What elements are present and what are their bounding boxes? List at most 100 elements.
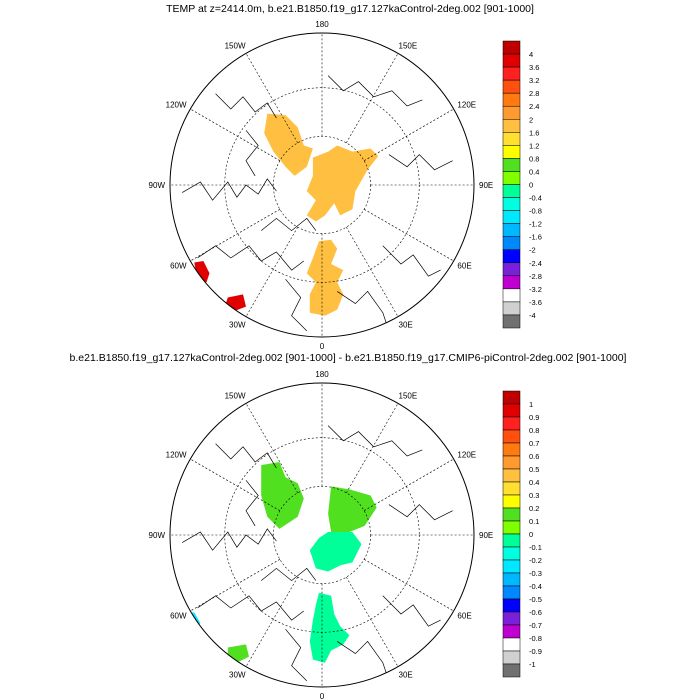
meridian-line (245, 53, 298, 144)
longitude-label: 90W (149, 181, 166, 190)
colorbar-tick-label: -1.6 (529, 233, 542, 242)
colorbar-swatch (502, 223, 521, 237)
map-contents (170, 33, 474, 337)
colorbar-swatch (502, 53, 521, 68)
meridian-line (245, 403, 298, 494)
longitude-label: 60W (170, 612, 187, 621)
longitude-label: 30E (399, 670, 413, 679)
coastline (245, 130, 259, 177)
colorbar-tick-label: 0.8 (529, 426, 539, 435)
coastline (327, 75, 423, 107)
longitude-label: 30E (399, 320, 413, 329)
greenland-sea-hot-patch (224, 294, 246, 312)
meridian-line (346, 53, 399, 144)
colorbar-swatch (502, 66, 521, 81)
map-border (169, 32, 475, 338)
longitude-label: 120E (457, 451, 476, 460)
colorbar-swatch (502, 507, 521, 522)
colorbar-swatch (502, 390, 521, 405)
longitude-label: 120W (166, 101, 187, 110)
colorbar-tick-label: -0.2 (529, 556, 542, 565)
colorbar-tick-label: -0.1 (529, 543, 542, 552)
colorbar-swatch (502, 455, 521, 470)
colorbar-swatch (502, 275, 521, 290)
coastline (260, 217, 317, 232)
colorbar-swatch (502, 533, 521, 548)
colorbar-swatch (502, 624, 521, 639)
colorbar-swatch (502, 249, 521, 264)
coastline (337, 290, 390, 332)
colorbar-tick-label: 2.8 (529, 89, 539, 98)
longitude-label: 180 (315, 370, 329, 379)
colorbar-tick-label: 0.9 (529, 413, 539, 422)
colorbar-tick-label: -0.7 (529, 621, 542, 630)
coastline (182, 528, 277, 551)
colorbar-swatch (502, 494, 521, 509)
colorbar-tick-label: 4 (529, 50, 533, 59)
meridian-line (190, 559, 281, 612)
colorbar-tick-label: 1.2 (529, 141, 539, 150)
colorbar-swatch (502, 314, 521, 329)
colorbar-swatch (502, 288, 521, 303)
longitude-label: 0 (320, 342, 325, 351)
coastline (215, 443, 277, 469)
coastline (182, 178, 277, 201)
colorbar-tick-label: -3.2 (529, 285, 542, 294)
colorbar-swatch (502, 171, 521, 185)
central-arctic-yellow-patch (328, 486, 377, 532)
colorbar-tick-label: 0.6 (529, 452, 539, 461)
colorbar-swatch (502, 468, 521, 483)
colorbar-swatch (502, 520, 521, 535)
top-plot-title: TEMP at z=2414.0m, b.e21.B1850.f19_g17.1… (166, 3, 534, 15)
colorbar-swatch (502, 637, 521, 652)
colorbar-tick-label: 0 (529, 181, 533, 190)
coastline (215, 93, 277, 119)
coastline (382, 245, 441, 277)
meridian-line (363, 209, 454, 262)
bottom-polar-map: 180 150E 120E 90E 60E 30E 0 30W 60W 90W 120W 150W 1 0… (149, 370, 542, 700)
top-polar-map: 180 150E 120E 90E 60E 30E 0 30W 60W 90W 120W 150W 4 3… (149, 20, 542, 351)
meridian-line (245, 576, 298, 667)
greenland-sea-yellow-patch (227, 644, 249, 663)
map-border (169, 382, 475, 688)
colorbar-swatch (502, 210, 521, 224)
colorbar-tick-label: 1 (529, 400, 533, 409)
longitude-label: 90W (149, 531, 166, 540)
colorbar-tick-label: -2 (529, 246, 536, 255)
longitude-label: 150E (399, 42, 418, 51)
coastline (382, 595, 441, 627)
colorbar-swatch (502, 572, 521, 587)
coastline (388, 154, 453, 171)
coastline (388, 504, 453, 521)
colorbar-swatch (502, 442, 521, 457)
western-arctic-warm-patch (264, 113, 313, 176)
central-arctic-warm-patch (306, 145, 379, 222)
colorbar-swatch (502, 301, 521, 316)
colorbar-tick-label: -1 (529, 660, 536, 669)
colorbar-tick-label: 0.7 (529, 439, 539, 448)
longitude-label: 90E (479, 181, 493, 190)
colorbar-tick-label: 1.6 (529, 128, 539, 137)
barents-green-patch (309, 592, 350, 663)
colorbar-tick-label: 0.3 (529, 491, 539, 500)
colorbar-swatch (502, 92, 521, 107)
longitude-label: 150E (399, 392, 418, 401)
longitude-label: 120E (457, 101, 476, 110)
meridian-line (190, 209, 281, 262)
longitude-label: 180 (315, 20, 329, 29)
colorbar-swatch (502, 79, 521, 94)
colorbar-swatch (502, 559, 521, 574)
meridian-line (346, 403, 399, 494)
colorbar-tick-label: 2.4 (529, 102, 539, 111)
colorbar-swatch (502, 663, 521, 678)
longitude-label: 60E (457, 262, 471, 271)
coastline (245, 480, 259, 527)
colorbar-tick-label: -0.8 (529, 634, 542, 643)
bottom-plot-title: b.e21.B1850.f19_g17.127kaControl-2deg.00… (69, 352, 627, 364)
colorbar-tick-label: -3.6 (529, 298, 542, 307)
colorbar-swatch (502, 197, 521, 211)
coastline (197, 245, 305, 271)
colorbar-tick-label: 3.2 (529, 76, 539, 85)
colorbar-swatch (502, 598, 521, 613)
